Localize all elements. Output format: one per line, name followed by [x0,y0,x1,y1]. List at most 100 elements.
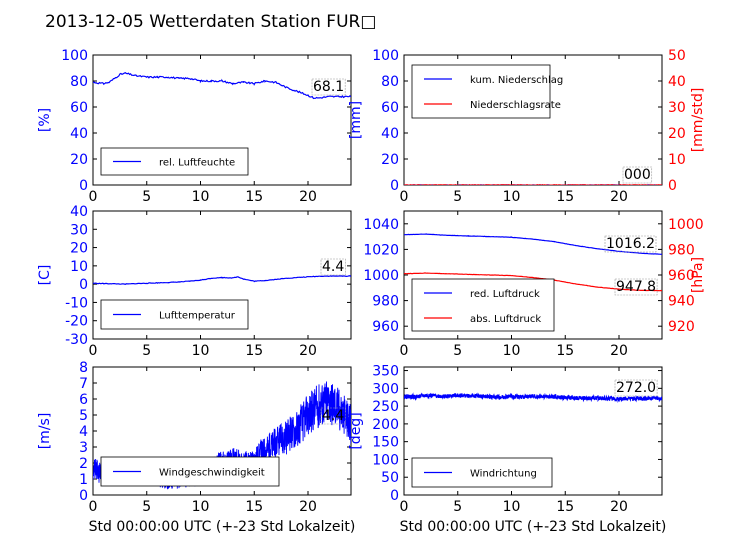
current-value-box-right [614,278,658,296]
x-tick-label: 20 [299,499,317,515]
y-tick-label: 10 [70,259,88,275]
y-tick-label: 5 [79,408,88,424]
legend-label: Windgeschwindigkeit [159,468,265,479]
x-tick-label: 5 [453,189,462,205]
current-value-label: 272.0 [616,380,656,396]
y-right-tick-label: 1000 [668,217,704,233]
current-value-box [604,235,657,253]
y-tick-label: 60 [70,100,88,116]
y-axis-label: [%] [37,108,53,132]
y-tick-label: 0 [79,277,88,293]
y-right-axis-label: [mm/std] [690,88,706,153]
y-right-tick-label: 20 [668,126,686,142]
current-value-label-right: 947.8 [616,279,656,295]
y-tick-label: 350 [372,364,399,380]
x-tick-label: 10 [503,343,521,359]
x-axis-label: Std 00:00:00 UTC (+-23 Std Lokalzeit) [89,519,356,535]
y-tick-label: 960 [372,319,399,335]
y-tick-label: -10 [65,295,88,311]
chart-panel-1: 0 5 10 15 20 0 20 40 60 80 100 [%] rel. Luftfeuchte 6… [37,48,352,205]
y-tick-label: 100 [372,452,399,468]
y-tick-label: 0 [390,178,399,194]
x-tick-label: 5 [142,189,151,205]
y-tick-label: 200 [372,417,399,433]
current-value-label: 1016.2 [606,236,655,252]
current-value-box [614,379,658,397]
legend: Windgeschwindigkeit [100,456,280,487]
x-tick-label: 20 [610,189,628,205]
y-tick-label: 150 [372,435,399,451]
y-axis-label: [mm] [348,101,364,139]
series-line-2 [404,272,662,292]
y-tick-label: 40 [70,204,88,220]
y-tick-label: 20 [70,152,88,168]
y-tick-label: 1000 [363,268,399,284]
figure-title: 2013-12-05 Wetterdaten Station FUR□ [45,12,376,32]
chart-panel-4: 0 5 10 15 20 960 980 1000 1020 1040 920 940 960 980 10… [363,210,706,359]
y-tick-label: 7 [79,376,88,392]
legend-box [411,64,551,119]
series-line-1 [404,233,662,255]
y-tick-label: 40 [381,126,399,142]
x-tick-label: 0 [89,499,98,515]
y-tick-label: 100 [61,48,88,64]
current-value-label: 000 [624,167,651,183]
y-right-tick-label: 0 [668,178,677,194]
y-tick-label: 6 [79,392,88,408]
y-right-tick-label: 50 [668,48,686,64]
legend-label: Lufttemperatur [159,311,236,322]
x-tick-label: 10 [192,343,210,359]
current-value-box [320,258,346,276]
current-value-box [320,407,346,425]
chart-panel-3: 0 5 10 15 20 -30 -20 -10 0 10 20 30 40 [C] Lufttempera… [37,204,352,359]
x-tick-label: 5 [453,499,462,515]
y-tick-label: 80 [381,74,399,90]
y-tick-label: 80 [70,74,88,90]
legend-label: Windrichtung [470,469,537,480]
series-line-1 [93,275,351,285]
x-tick-label: 15 [245,499,263,515]
x-tick-label: 10 [192,499,210,515]
current-value-box [622,166,653,184]
x-tick-label: 0 [400,499,409,515]
y-tick-label: 1040 [363,217,399,233]
x-tick-label: 10 [503,189,521,205]
y-tick-label: 3 [79,440,88,456]
current-value-label: 4.4 [322,408,344,424]
x-tick-label: 20 [299,343,317,359]
y-tick-label: 0 [390,488,399,504]
legend-box [411,278,555,332]
x-tick-label: 5 [142,343,151,359]
y-tick-label: 60 [381,100,399,116]
y-tick-label: 50 [381,470,399,486]
y-right-tick-label: 980 [668,242,695,258]
legend-label: red. Luftdruck [470,289,540,300]
x-tick-label: 20 [610,343,628,359]
y-tick-label: -20 [65,314,88,330]
current-value-label: 68.1 [313,79,344,95]
y-right-tick-label: 40 [668,74,686,90]
y-axis-label: [m/s] [37,413,53,450]
x-tick-label: 15 [245,189,263,205]
y-right-tick-label: 920 [668,319,695,335]
y-tick-label: 300 [372,381,399,397]
x-tick-label: 10 [503,499,521,515]
y-tick-label: 8 [79,360,88,376]
x-tick-label: 0 [400,189,409,205]
x-tick-label: 5 [142,499,151,515]
y-tick-label: 2 [79,456,88,472]
y-axis-label: [deg] [348,412,364,449]
y-tick-label: -30 [65,332,88,348]
current-value-label: 4.4 [322,259,344,275]
x-tick-label: 20 [299,189,317,205]
legend-label: Niederschlagsrate [470,100,561,111]
legend: Windrichtung [411,457,553,488]
y-tick-label: 1 [79,472,88,488]
legend-label: kum. Niederschlag [470,75,563,86]
y-tick-label: 20 [70,241,88,257]
legend: rel. Luftfeuchte [100,147,249,176]
x-tick-label: 0 [89,343,98,359]
